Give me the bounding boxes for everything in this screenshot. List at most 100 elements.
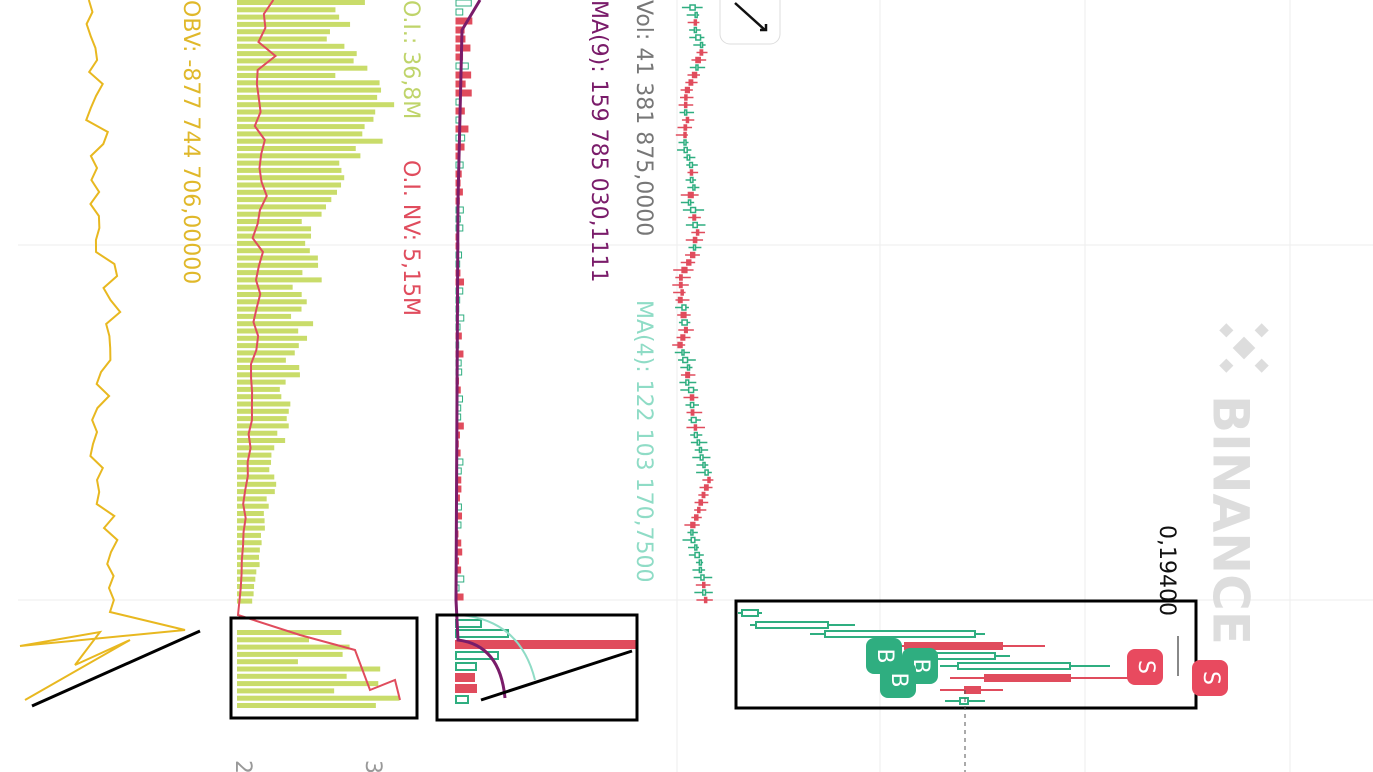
- oi-bar: [237, 138, 383, 144]
- obv-label: OBV: -877 744 706,00000: [178, 0, 203, 284]
- oi-bar: [237, 226, 312, 232]
- oi-bar: [237, 386, 280, 392]
- trade-marker: S: [1127, 649, 1163, 685]
- candle-body: [698, 446, 703, 454]
- oi-bar: [237, 189, 337, 195]
- marker-label: S: [1133, 660, 1158, 674]
- candle-body: [957, 662, 1071, 670]
- candle-body: [681, 266, 688, 274]
- candle-body: [694, 514, 699, 521]
- volume-bar: [455, 287, 464, 295]
- oi-bar: [237, 459, 272, 465]
- oi-bar: [237, 584, 255, 589]
- oi-bar: [237, 681, 379, 687]
- candle-body: [686, 259, 692, 266]
- oi-bar: [237, 146, 356, 151]
- candle-body: [689, 176, 694, 184]
- oi-bar: [237, 116, 374, 122]
- oi-bar: [237, 365, 300, 370]
- volume-bar: [455, 619, 482, 628]
- oi-bar: [237, 562, 260, 568]
- oi-bar: [237, 255, 318, 261]
- candle-body: [687, 191, 694, 199]
- marker-badge: [1127, 649, 1163, 685]
- grid: [18, 0, 1373, 772]
- oi-bar: [237, 211, 322, 217]
- ma9-label: MA(9): 159 785 030,1111: [586, 0, 611, 283]
- oi-bar: [237, 109, 376, 115]
- candle-body: [698, 559, 703, 566]
- oi-bar: [237, 292, 302, 297]
- oi-bar: [237, 335, 308, 341]
- oi-bar: [237, 87, 382, 93]
- oi-nv-label: O.I. NV: 5,15M: [398, 160, 423, 316]
- oi-bar: [237, 270, 303, 276]
- candle-body: [687, 199, 692, 206]
- candle-body: [695, 56, 701, 64]
- candle-body: [707, 476, 711, 484]
- highlight-boxes: [31, 599, 1198, 722]
- oi-bar: [237, 284, 293, 290]
- candle-body: [683, 146, 688, 154]
- oi-bar: [237, 423, 289, 429]
- ma9-line: [454, 0, 507, 699]
- ma4-line: [459, 614, 536, 681]
- oi-bar: [237, 80, 380, 86]
- candle-body: [701, 491, 706, 499]
- oi-bar: [237, 430, 278, 436]
- oi-bar: [237, 160, 340, 166]
- candle-body: [692, 221, 699, 229]
- trade-marker: B: [880, 662, 916, 698]
- oi-bar: [237, 102, 395, 108]
- candle-body: [685, 116, 690, 124]
- candle-body: [690, 529, 694, 536]
- candle-body: [698, 566, 703, 574]
- candle-body: [681, 319, 688, 326]
- candle-body: [681, 349, 685, 356]
- candle-body: [702, 581, 706, 589]
- oi-bar: [237, 73, 336, 78]
- volume-bar: [455, 206, 464, 214]
- oi-bar: [237, 124, 365, 130]
- oi-bar: [237, 7, 336, 13]
- candle-body: [689, 394, 695, 401]
- oi-bar: [237, 204, 326, 210]
- candle-body: [741, 609, 759, 617]
- candle-body: [694, 551, 701, 559]
- volume-bar: [455, 71, 472, 79]
- volume-bar: [455, 224, 464, 232]
- candle-body: [692, 244, 697, 251]
- oi-bar: [237, 262, 319, 268]
- candle-body: [682, 356, 689, 364]
- candle-body: [699, 454, 704, 461]
- oi-bar: [237, 277, 322, 283]
- oi-bar: [237, 299, 307, 305]
- candle-body: [959, 697, 969, 705]
- oi-bar: [237, 518, 265, 524]
- candle-body: [698, 499, 704, 506]
- volume-bar: [455, 651, 499, 660]
- oi-bar: [237, 703, 376, 708]
- candle-body: [677, 341, 683, 349]
- oi-bar: [237, 598, 253, 604]
- expand-icon: [734, 2, 768, 32]
- price-label: 0,19400: [1154, 525, 1179, 616]
- candle-body: [687, 386, 695, 394]
- candle-body: [688, 161, 694, 169]
- oi-bar: [237, 197, 332, 203]
- oi-bar: [237, 328, 299, 334]
- candle-body: [680, 334, 686, 341]
- expand-button[interactable]: [719, 0, 781, 45]
- candle-body: [824, 630, 976, 638]
- watermark: BINANCE: [1202, 395, 1260, 645]
- oi-bar: [237, 438, 286, 443]
- oi-bar: [237, 481, 277, 487]
- oi-bar: [237, 153, 361, 159]
- candle-body: [694, 11, 698, 19]
- volume-bar: [455, 125, 469, 133]
- oi-bar: [237, 313, 292, 319]
- oi-bar: [237, 343, 299, 349]
- volume-bar: [455, 662, 477, 671]
- candle-body: [681, 304, 687, 311]
